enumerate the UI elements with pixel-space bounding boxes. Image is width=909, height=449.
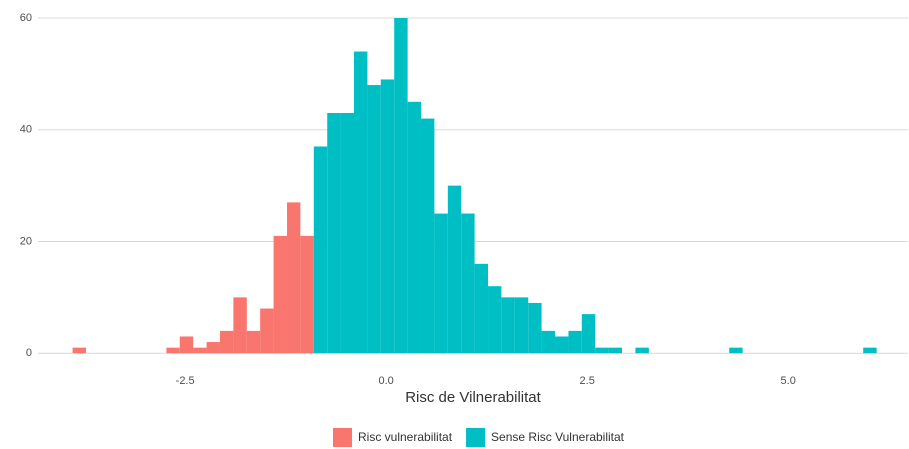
bar: [219, 330, 234, 354]
bar: [193, 347, 207, 354]
bar: [555, 336, 569, 354]
x-tick-label: -2.5: [176, 375, 195, 387]
bar: [434, 213, 448, 354]
bar: [394, 18, 408, 354]
bar: [461, 213, 475, 354]
bar: [313, 146, 328, 354]
bar: [246, 330, 261, 354]
bar: [353, 51, 368, 354]
bar: [541, 330, 556, 354]
bar: [233, 297, 247, 354]
legend-label: Risc vulnerabilitat: [358, 430, 453, 444]
bar: [474, 263, 489, 354]
bar: [635, 347, 649, 354]
bar: [447, 185, 462, 354]
bar: [514, 297, 529, 354]
bar: [608, 347, 622, 354]
bar: [206, 342, 220, 354]
legend-label: Sense Risc Vulnerabilitat: [491, 430, 625, 444]
bar: [595, 347, 609, 354]
bar: [488, 286, 502, 354]
bar: [327, 112, 341, 354]
bar: [166, 347, 180, 354]
x-tick-label: 0.0: [379, 375, 394, 387]
x-axis-label: Risc de Vilnerabilitat: [405, 389, 541, 406]
bar: [581, 314, 596, 354]
y-tick-label: 20: [20, 235, 32, 247]
bar: [863, 347, 877, 354]
y-tick-label: 40: [20, 124, 32, 136]
bar: [367, 85, 381, 354]
legend-swatch: [333, 428, 352, 447]
bar: [179, 336, 194, 354]
bar: [528, 302, 542, 354]
bar: [260, 308, 274, 354]
bar: [72, 347, 87, 354]
legend-swatch: [466, 428, 486, 447]
x-tick-label: 5.0: [781, 375, 796, 387]
bar: [568, 330, 582, 354]
bar: [340, 112, 354, 354]
bar: [729, 347, 743, 354]
bar: [300, 235, 314, 354]
y-tick-label: 0: [26, 347, 32, 359]
bar: [380, 79, 395, 354]
y-tick-label: 60: [20, 12, 32, 24]
bar: [287, 202, 301, 354]
bar: [273, 235, 288, 354]
bar: [420, 118, 435, 354]
x-tick-label: 2.5: [580, 375, 595, 387]
bar: [501, 297, 515, 354]
bar: [407, 101, 421, 354]
